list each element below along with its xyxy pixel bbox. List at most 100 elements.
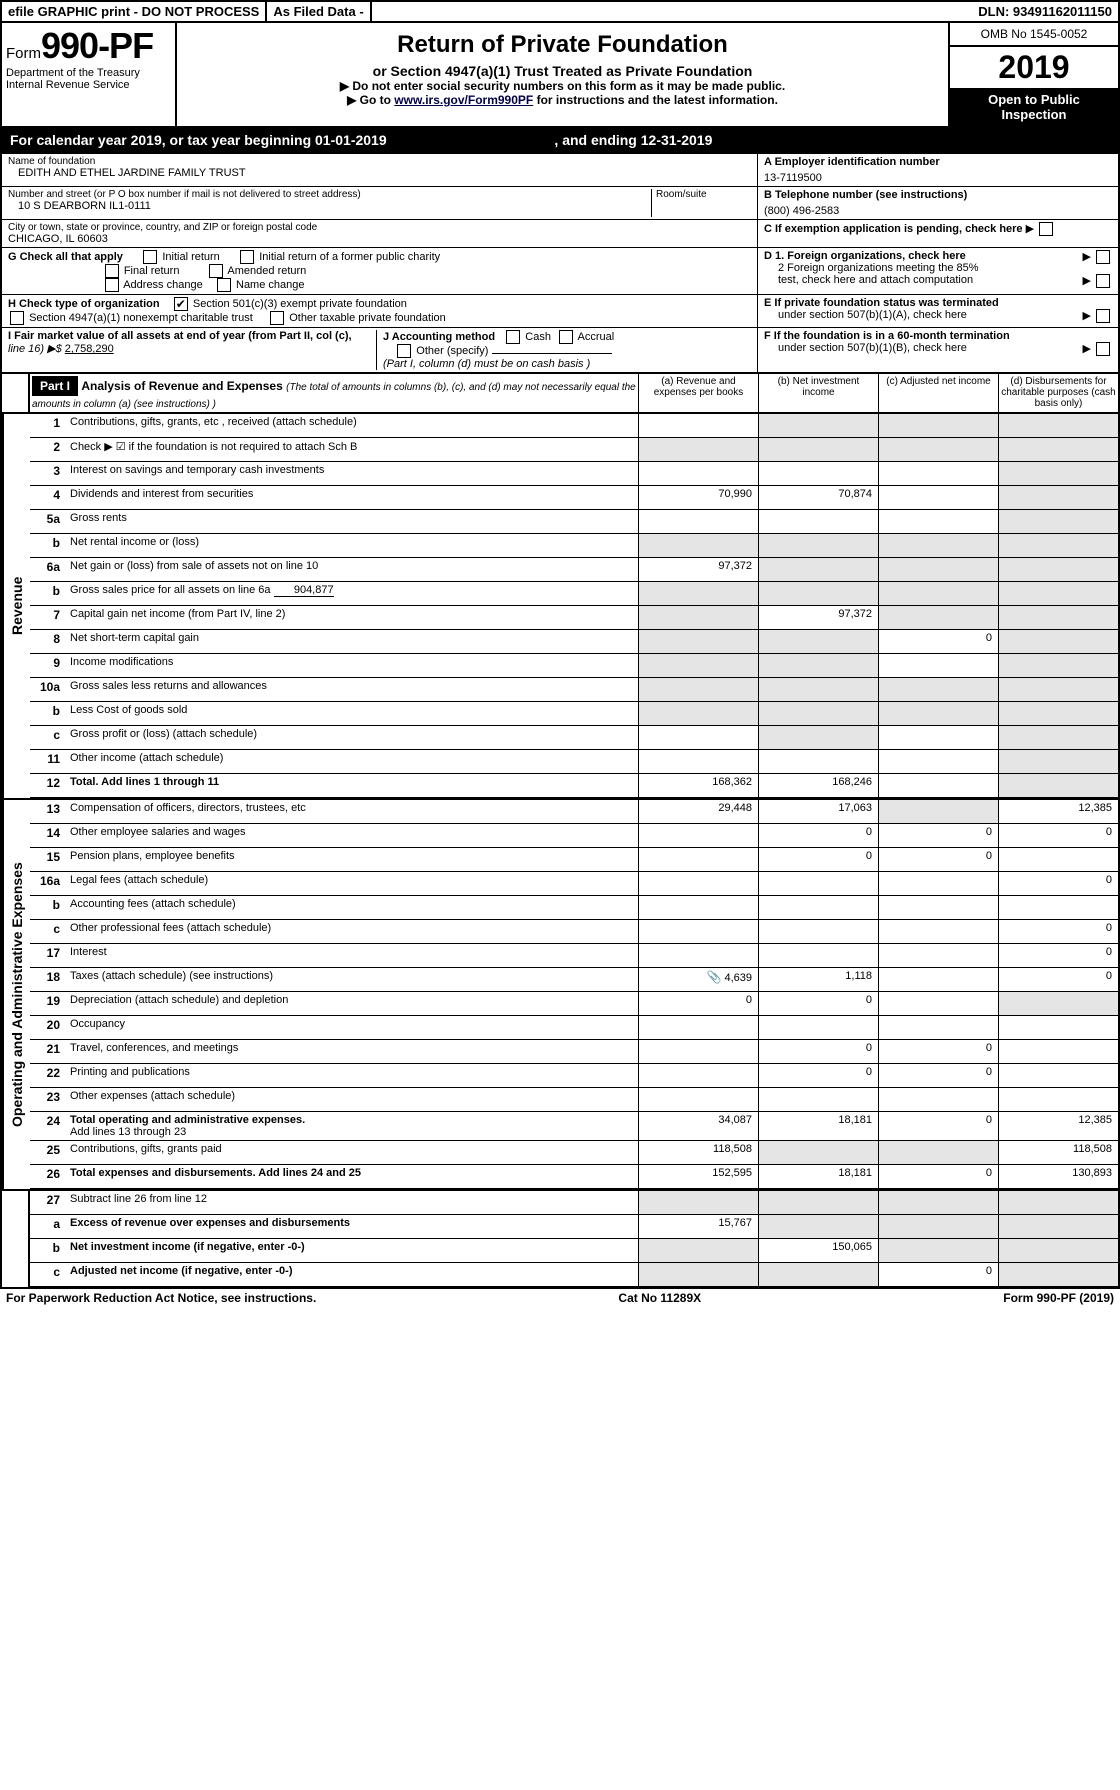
row-label: Pension plans, employee benefits — [66, 848, 638, 871]
cell-b — [758, 872, 878, 895]
cell-b: 1,118 — [758, 968, 878, 991]
c-checkbox[interactable] — [1039, 222, 1053, 236]
table-row: 7Capital gain net income (from Part IV, … — [30, 606, 1118, 630]
row-label: Contributions, gifts, grants, etc , rece… — [66, 414, 638, 437]
h-501c3-checkbox[interactable] — [174, 297, 188, 311]
row-number: 2 — [30, 438, 66, 461]
h-other-checkbox[interactable] — [270, 311, 284, 325]
cell-a: 34,087 — [638, 1112, 758, 1140]
cell-d: 0 — [998, 968, 1118, 991]
open-to-public: Open to Public Inspection — [950, 88, 1118, 126]
d1-checkbox[interactable] — [1096, 250, 1110, 264]
h-opt3: Other taxable private foundation — [289, 312, 446, 324]
cell-b: 150,065 — [758, 1239, 878, 1262]
cell-b — [758, 630, 878, 653]
e1-label: E If private foundation status was termi… — [764, 297, 999, 309]
row-label: Occupancy — [66, 1016, 638, 1039]
table-row: 25Contributions, gifts, grants paid118,5… — [30, 1141, 1118, 1165]
row-number: b — [30, 534, 66, 557]
cell-d — [998, 750, 1118, 773]
calendar-year-row: For calendar year 2019, or tax year begi… — [2, 128, 1118, 154]
e-checkbox[interactable] — [1096, 309, 1110, 323]
cell-a — [638, 654, 758, 677]
cell-b: 0 — [758, 1064, 878, 1087]
g-name-checkbox[interactable] — [217, 278, 231, 292]
note-1: ▶ Do not enter social security numbers o… — [185, 79, 940, 93]
row-number: 21 — [30, 1040, 66, 1063]
cell-c — [878, 486, 998, 509]
row-label: Capital gain net income (from Part IV, l… — [66, 606, 638, 629]
cell-d — [998, 582, 1118, 605]
cell-b — [758, 944, 878, 967]
cell-b — [758, 1016, 878, 1039]
cell-c: 0 — [878, 1040, 998, 1063]
cell-b: 168,246 — [758, 774, 878, 797]
cell-c — [878, 1191, 998, 1214]
cell-a — [638, 944, 758, 967]
cell-a — [638, 534, 758, 557]
row-number: 1 — [30, 414, 66, 437]
h-4947-checkbox[interactable] — [10, 311, 24, 325]
d1-label: D 1. Foreign organizations, check here — [764, 250, 966, 262]
cell-a: 29,448 — [638, 800, 758, 823]
j-other-checkbox[interactable] — [397, 344, 411, 358]
cell-b: 97,372 — [758, 606, 878, 629]
row-number: 10a — [30, 678, 66, 701]
cell-d — [998, 1239, 1118, 1262]
revenue-side-label: Revenue — [2, 414, 30, 798]
cell-d — [998, 726, 1118, 749]
cell-d — [998, 630, 1118, 653]
j-accrual-checkbox[interactable] — [559, 330, 573, 344]
form-prefix: Form — [6, 45, 41, 62]
cell-d — [998, 702, 1118, 725]
cell-b — [758, 654, 878, 677]
cell-d: 130,893 — [998, 1165, 1118, 1188]
j-cash: Cash — [525, 331, 551, 343]
ein-label: A Employer identification number — [764, 156, 1112, 168]
cell-b: 0 — [758, 848, 878, 871]
c-label: C If exemption application is pending, c… — [764, 223, 1023, 235]
row-number: b — [30, 702, 66, 725]
cell-a — [638, 702, 758, 725]
footer-left: For Paperwork Reduction Act Notice, see … — [6, 1291, 316, 1305]
cell-b — [758, 678, 878, 701]
form-subtitle: or Section 4947(a)(1) Trust Treated as P… — [185, 63, 940, 79]
cell-a — [638, 438, 758, 461]
form-990pf: efile GRAPHIC print - DO NOT PROCESS As … — [0, 0, 1120, 1289]
cell-a — [638, 872, 758, 895]
row-number: b — [30, 582, 66, 605]
cell-c — [878, 800, 998, 823]
cell-c — [878, 654, 998, 677]
row-number: 19 — [30, 992, 66, 1015]
g-amended-checkbox[interactable] — [209, 264, 223, 278]
g-address-checkbox[interactable] — [105, 278, 119, 292]
col-c-header: (c) Adjusted net income — [878, 374, 998, 412]
g-initial-checkbox[interactable] — [143, 250, 157, 264]
cell-b: 0 — [758, 992, 878, 1015]
table-row: 17Interest0 — [30, 944, 1118, 968]
irs-link[interactable]: www.irs.gov/Form990PF — [394, 93, 533, 107]
cell-a: 152,595 — [638, 1165, 758, 1188]
row-number: 17 — [30, 944, 66, 967]
cell-d — [998, 654, 1118, 677]
cell-c: 0 — [878, 1263, 998, 1286]
table-row: bAccounting fees (attach schedule) — [30, 896, 1118, 920]
j-note: (Part I, column (d) must be on cash basi… — [383, 358, 590, 370]
f-checkbox[interactable] — [1096, 342, 1110, 356]
city-value: CHICAGO, IL 60603 — [8, 233, 751, 245]
row-number: 14 — [30, 824, 66, 847]
note-2-post: for instructions and the latest informat… — [533, 93, 778, 107]
cell-a — [638, 1088, 758, 1111]
col-d-header: (d) Disbursements for charitable purpose… — [998, 374, 1118, 412]
footer-right: Form 990-PF (2019) — [1003, 1291, 1114, 1305]
g-final-checkbox[interactable] — [105, 264, 119, 278]
col-a-header: (a) Revenue and expenses per books — [638, 374, 758, 412]
j-cash-checkbox[interactable] — [506, 330, 520, 344]
expenses-side-label: Operating and Administrative Expenses — [2, 800, 30, 1189]
d2-checkbox[interactable] — [1096, 274, 1110, 288]
footer-form: 990-PF — [1037, 1291, 1076, 1305]
g-initial-former-checkbox[interactable] — [240, 250, 254, 264]
j-label: J Accounting method — [383, 331, 495, 343]
row-number: 26 — [30, 1165, 66, 1188]
table-row: 9Income modifications — [30, 654, 1118, 678]
